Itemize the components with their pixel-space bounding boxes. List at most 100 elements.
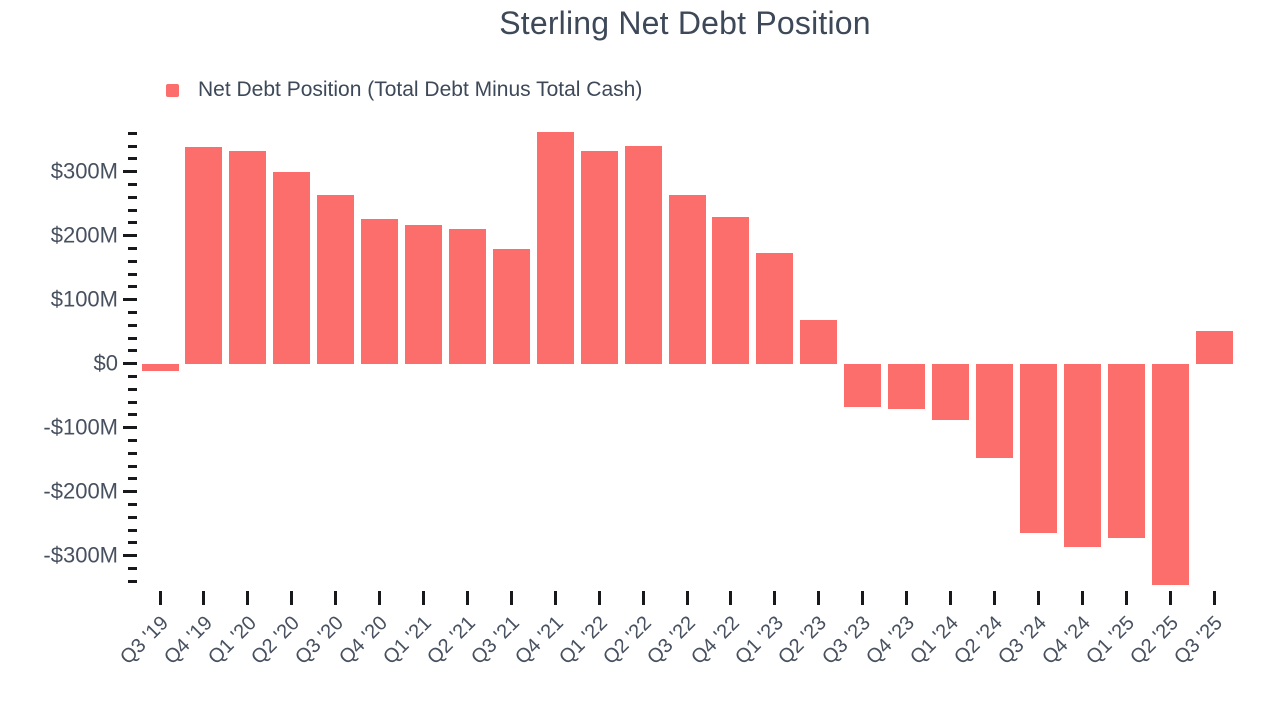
x-axis-tick: [773, 591, 777, 605]
bar-q1-22[interactable]: [580, 150, 618, 364]
x-axis-tick: [158, 591, 162, 605]
legend-marker-icon: [166, 83, 179, 97]
x-axis-tick: [465, 591, 469, 605]
x-axis-label: Q4 '20: [335, 612, 393, 669]
bar-q2-23[interactable]: [800, 320, 838, 364]
bar-q3-25[interactable]: [1195, 331, 1233, 364]
y-axis-tick: [128, 400, 137, 404]
bar-q4-23[interactable]: [888, 363, 926, 410]
bar-q2-21[interactable]: [448, 229, 486, 364]
x-axis-tick: [290, 591, 294, 605]
bar-q1-24[interactable]: [932, 363, 970, 420]
bar-q2-24[interactable]: [975, 363, 1013, 458]
y-axis-tick: [128, 336, 137, 340]
y-axis-tick: [128, 195, 137, 199]
y-axis-tick: [123, 362, 137, 366]
x-axis-label: Q2 '25: [1125, 612, 1183, 669]
bar-q1-23[interactable]: [756, 253, 794, 364]
y-axis-tick: [123, 554, 137, 558]
x-axis-tick: [729, 591, 733, 605]
bar-q3-20[interactable]: [317, 195, 355, 364]
y-axis-tick: [128, 247, 137, 251]
bar-q4-24[interactable]: [1063, 363, 1101, 547]
y-axis-label: $200M: [50, 222, 118, 248]
x-axis-label: Q2 '23: [774, 612, 832, 669]
x-axis-tick: [597, 591, 601, 605]
y-axis-tick: [128, 451, 137, 455]
bar-q1-25[interactable]: [1107, 363, 1145, 539]
y-axis-label: -$200M: [43, 478, 118, 504]
y-axis-tick: [128, 272, 137, 276]
x-axis-label: Q1 '24: [906, 612, 964, 669]
y-axis-tick: [128, 387, 137, 391]
bar-q3-19[interactable]: [141, 363, 179, 372]
bar-q3-22[interactable]: [668, 194, 706, 364]
x-axis-tick: [1036, 591, 1040, 605]
x-axis-label: Q3 '20: [291, 612, 349, 669]
x-axis-label: Q4 '19: [159, 612, 217, 669]
x-axis-tick: [992, 591, 996, 605]
y-axis-label: -$300M: [43, 542, 118, 568]
x-axis-tick: [1212, 591, 1216, 605]
x-axis-label: Q1 '25: [1082, 612, 1139, 669]
bar-q2-25[interactable]: [1151, 363, 1189, 586]
y-axis-tick: [128, 323, 137, 327]
y-axis-tick: [128, 131, 137, 135]
x-axis-label: Q3 '24: [994, 612, 1051, 669]
x-axis-label: Q4 '22: [686, 612, 744, 669]
y-axis-tick: [123, 234, 137, 238]
y-axis-tick: [128, 157, 137, 161]
y-axis-tick: [128, 144, 137, 148]
x-axis-label: Q2 '22: [598, 612, 656, 669]
bar-q1-20[interactable]: [229, 150, 267, 364]
x-axis-label: Q4 '23: [862, 612, 920, 669]
x-axis-tick: [553, 591, 557, 605]
x-axis-tick: [202, 591, 206, 605]
y-axis-tick: [123, 490, 137, 494]
x-axis-label: Q4 '24: [1038, 612, 1095, 669]
y-axis-tick: [128, 438, 137, 442]
bar-q3-23[interactable]: [844, 363, 882, 408]
x-axis-tick: [861, 591, 865, 605]
bar-q2-22[interactable]: [624, 146, 662, 364]
legend-label: Net Debt Position (Total Debt Minus Tota…: [198, 78, 643, 101]
bar-q4-19[interactable]: [185, 146, 223, 364]
y-axis-tick: [128, 502, 137, 506]
x-axis-label: Q2 '24: [950, 612, 1008, 669]
x-axis-tick: [422, 591, 426, 605]
x-axis-tick: [1080, 591, 1084, 605]
x-axis-tick: [685, 591, 689, 605]
y-axis-tick: [128, 477, 137, 481]
legend-item-net-debt[interactable]: Net Debt Position (Total Debt Minus Tota…: [166, 78, 642, 102]
y-axis-label: $0: [93, 350, 118, 376]
bar-q2-20[interactable]: [273, 171, 311, 364]
y-axis-tick: [128, 259, 137, 263]
y-axis-tick: [123, 298, 137, 302]
y-axis-tick: [123, 426, 137, 430]
y-axis-tick: [123, 170, 137, 174]
y-axis-tick: [128, 413, 137, 417]
x-axis-label: Q3 '23: [818, 612, 876, 669]
x-axis-label: Q3 '25: [1169, 612, 1227, 669]
x-axis-tick: [817, 591, 821, 605]
y-axis-tick: [128, 464, 137, 468]
bar-q4-22[interactable]: [712, 217, 750, 364]
y-axis-tick: [128, 541, 137, 545]
bar-q4-20[interactable]: [361, 219, 399, 364]
bar-q3-24[interactable]: [1019, 363, 1057, 534]
y-axis-tick: [128, 183, 137, 187]
y-axis-label: $100M: [50, 286, 118, 312]
bar-q4-21[interactable]: [536, 132, 574, 364]
x-axis-label: Q1 '23: [730, 612, 788, 669]
y-axis-tick: [128, 566, 137, 570]
x-axis-tick: [905, 591, 909, 605]
x-axis-tick: [509, 591, 513, 605]
y-axis-tick: [128, 515, 137, 519]
bar-q1-21[interactable]: [405, 224, 443, 364]
y-axis-tick: [128, 374, 137, 378]
y-axis-tick: [128, 311, 137, 315]
chart-title: Sterling Net Debt Position: [499, 5, 871, 41]
bar-q3-21[interactable]: [492, 248, 530, 364]
x-axis-label: Q3 '19: [115, 612, 173, 669]
